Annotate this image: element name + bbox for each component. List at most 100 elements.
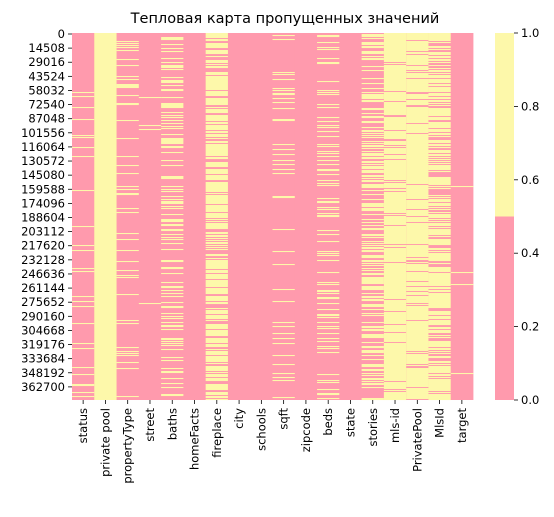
heatmap-missing-line bbox=[272, 373, 296, 375]
heatmap-missing-line bbox=[205, 189, 229, 191]
heatmap-missing-line bbox=[406, 386, 429, 388]
heatmap-missing-line bbox=[406, 374, 429, 376]
heatmap-missing-line bbox=[205, 39, 229, 41]
heatmap-missing-line bbox=[205, 281, 229, 283]
heatmap-missing-line bbox=[361, 247, 385, 249]
heatmap-missing-line bbox=[406, 396, 429, 398]
heatmap-missing-line bbox=[383, 296, 407, 298]
heatmap-missing-line bbox=[406, 331, 429, 333]
heatmap-missing-line bbox=[205, 264, 229, 266]
heatmap-missing-line bbox=[428, 284, 452, 286]
heatmap-missing-line bbox=[406, 384, 429, 386]
heatmap-missing-line bbox=[205, 83, 229, 85]
heatmap-missing-line bbox=[406, 264, 429, 266]
heatmap-missing-line bbox=[161, 81, 184, 83]
heatmap-missing-line bbox=[272, 88, 296, 90]
heatmap-missing-line bbox=[383, 294, 407, 296]
heatmap-missing-line bbox=[383, 223, 407, 225]
heatmap-missing-line bbox=[317, 290, 340, 292]
heatmap-missing-line bbox=[406, 240, 429, 242]
heatmap-missing-line bbox=[428, 77, 452, 79]
heatmap-missing-line bbox=[383, 176, 407, 178]
heatmap-missing-line bbox=[383, 279, 407, 281]
heatmap-missing-line bbox=[406, 180, 429, 182]
heatmap-missing-line bbox=[272, 380, 296, 382]
heatmap-missing-line bbox=[161, 316, 184, 318]
heatmap-missing-line bbox=[406, 280, 429, 282]
heatmap-missing-line bbox=[272, 251, 296, 253]
heatmap-missing-line bbox=[383, 314, 407, 316]
heatmap-missing-line bbox=[361, 98, 385, 100]
heatmap-missing-line bbox=[406, 338, 429, 340]
heatmap-missing-line bbox=[361, 127, 385, 129]
heatmap-missing-line bbox=[383, 193, 407, 195]
heatmap-missing-line bbox=[406, 316, 429, 318]
heatmap-missing-line bbox=[72, 245, 95, 247]
heatmap-missing-line bbox=[161, 267, 184, 269]
heatmap-missing-line bbox=[383, 81, 407, 83]
heatmap-missing-line bbox=[406, 149, 429, 151]
heatmap-missing-line bbox=[317, 131, 340, 133]
heatmap-missing-line bbox=[361, 379, 385, 381]
heatmap-missing-line bbox=[428, 367, 452, 369]
heatmap-missing-line bbox=[361, 199, 385, 201]
heatmap-column-baths bbox=[161, 33, 184, 400]
heatmap-missing-line bbox=[161, 165, 184, 167]
heatmap-missing-line bbox=[361, 265, 385, 267]
y-tick-label: 319176 bbox=[21, 338, 65, 352]
heatmap-missing-line bbox=[383, 320, 407, 322]
heatmap-missing-line bbox=[406, 35, 429, 37]
y-tick-label: 87048 bbox=[28, 112, 65, 126]
heatmap-missing-line bbox=[116, 95, 140, 97]
heatmap-missing-line bbox=[383, 258, 407, 260]
heatmap-missing-line bbox=[205, 217, 229, 219]
heatmap-missing-line bbox=[161, 39, 184, 41]
heatmap-missing-line bbox=[450, 284, 474, 286]
heatmap-missing-line bbox=[428, 270, 452, 272]
heatmap-missing-line bbox=[406, 155, 429, 157]
heatmap-missing-line bbox=[317, 253, 340, 255]
heatmap-missing-line bbox=[116, 275, 140, 277]
heatmap-missing-line bbox=[361, 263, 385, 265]
heatmap-missing-line bbox=[116, 261, 140, 263]
heatmap-missing-line bbox=[205, 172, 229, 174]
heatmap-missing-line bbox=[161, 77, 184, 79]
heatmap-missing-line bbox=[161, 134, 184, 136]
heatmap-missing-line bbox=[205, 384, 229, 386]
heatmap-missing-line bbox=[361, 101, 385, 103]
heatmap-missing-line bbox=[428, 353, 452, 355]
heatmap-missing-line bbox=[205, 78, 229, 80]
heatmap-missing-line bbox=[317, 117, 340, 119]
heatmap-missing-line bbox=[406, 52, 429, 54]
heatmap-missing-line bbox=[383, 197, 407, 199]
heatmap-missing-line bbox=[383, 303, 407, 305]
heatmap-missing-line bbox=[406, 323, 429, 325]
heatmap-missing-line bbox=[383, 122, 407, 124]
heatmap-missing-line bbox=[383, 118, 407, 120]
heatmap-missing-line bbox=[205, 53, 229, 55]
x-tick-label: state bbox=[343, 408, 357, 437]
heatmap-missing-line bbox=[406, 339, 429, 341]
heatmap-missing-line bbox=[205, 169, 229, 171]
heatmap-missing-line bbox=[428, 56, 452, 58]
heatmap-missing-line bbox=[205, 286, 229, 288]
heatmap-missing-line bbox=[406, 196, 429, 198]
heatmap-missing-line bbox=[383, 194, 407, 196]
heatmap-missing-line bbox=[406, 170, 429, 172]
heatmap-missing-line bbox=[161, 196, 184, 198]
heatmap-missing-line bbox=[361, 273, 385, 275]
heatmap-missing-line bbox=[406, 217, 429, 219]
heatmap-missing-line bbox=[161, 273, 184, 275]
heatmap-missing-line bbox=[428, 60, 452, 62]
heatmap-missing-line bbox=[361, 255, 385, 257]
heatmap-missing-line bbox=[383, 352, 407, 354]
heatmap-missing-line bbox=[428, 283, 452, 285]
heatmap-missing-line bbox=[116, 208, 140, 210]
heatmap-missing-line bbox=[272, 149, 296, 151]
heatmap-missing-line bbox=[383, 237, 407, 239]
x-tick-label: MlsId bbox=[433, 408, 447, 438]
heatmap-missing-line bbox=[72, 301, 95, 303]
heatmap-missing-line bbox=[406, 378, 429, 380]
heatmap-missing-line bbox=[428, 330, 452, 332]
heatmap-missing-line bbox=[406, 313, 429, 315]
